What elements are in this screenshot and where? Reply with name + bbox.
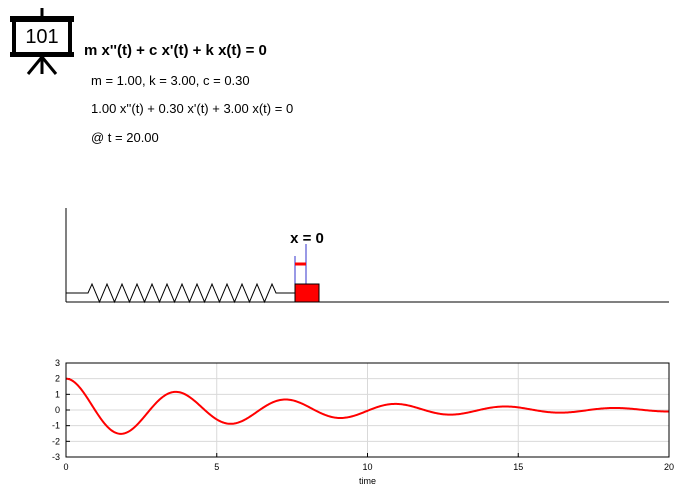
chart-ticks: -3 -2 -1 0 1 2 3 0 5 10 15 20 <box>52 358 674 472</box>
x-tick-label: 15 <box>513 462 523 472</box>
x-axis-label: time <box>359 476 376 486</box>
y-tick-label: 2 <box>55 374 60 384</box>
y-tick-label: -1 <box>52 421 60 431</box>
spring-mass-scene: x = 0 <box>65 208 669 304</box>
plot-frame <box>65 362 670 458</box>
x-tick-label: 0 <box>63 462 68 472</box>
series-line <box>65 377 669 435</box>
ode-line: 1.00 x''(t) + 0.30 x'(t) + 3.00 x(t) = 0 <box>91 101 294 116</box>
equilibrium-label: x = 0 <box>290 230 324 247</box>
x-tick-label: 5 <box>214 462 219 472</box>
x-tick-label: 20 <box>664 462 674 472</box>
equation-heading: m x''(t) + c x'(t) + k x(t) = 0 <box>84 42 267 59</box>
mass-block <box>294 283 320 303</box>
y-tick-label: 0 <box>55 405 60 415</box>
parameters-line: m = 1.00, k = 3.00, c = 0.30 <box>91 73 250 88</box>
y-tick-label: -3 <box>52 452 60 462</box>
x-tick-label: 10 <box>362 462 372 472</box>
y-tick-label: 3 <box>55 358 60 368</box>
y-tick-label: -2 <box>52 436 60 446</box>
displacement-chart: -3 -2 -1 0 1 2 3 0 5 10 15 20 time <box>52 358 674 486</box>
y-tick-label: 1 <box>55 389 60 399</box>
time-line: @ t = 20.00 <box>91 130 159 145</box>
logo-text: 101 <box>25 26 58 48</box>
logo-101-icon: 101 <box>10 8 74 75</box>
spring <box>66 282 295 304</box>
